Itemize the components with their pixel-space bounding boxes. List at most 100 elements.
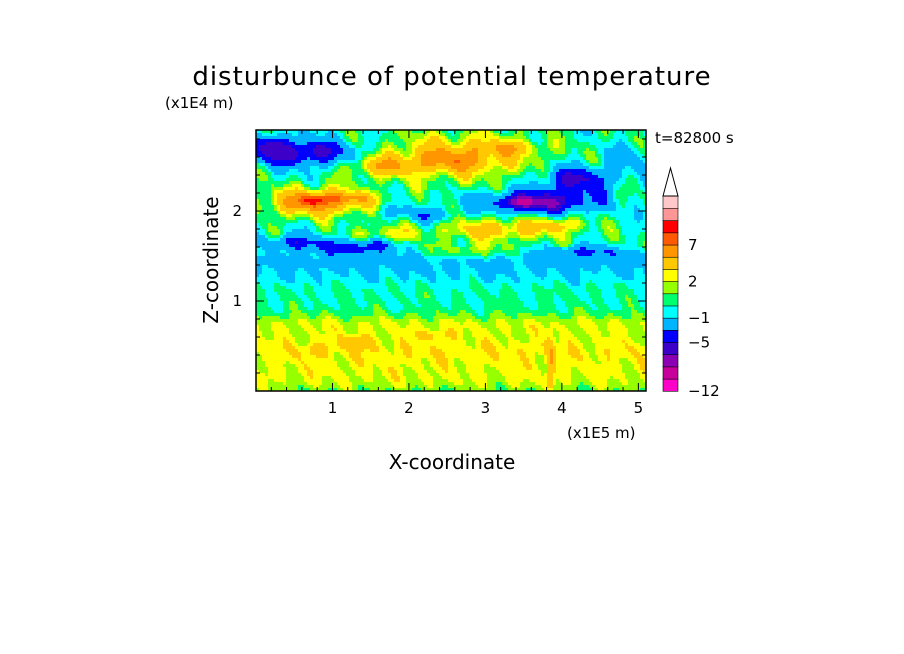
field-cell	[415, 385, 418, 389]
field-cell	[415, 280, 421, 284]
field-cell	[637, 358, 646, 362]
field-cell	[424, 253, 481, 257]
x-unit-label: (x1E5 m)	[567, 424, 636, 442]
field-cell	[589, 166, 604, 170]
field-cell	[634, 277, 646, 281]
field-cell	[610, 307, 622, 311]
field-cell	[496, 388, 508, 392]
field-cell	[259, 325, 271, 329]
field-cell	[448, 313, 457, 317]
field-cell	[628, 334, 646, 338]
field-cell	[256, 232, 259, 236]
field-cell	[634, 205, 637, 209]
field-cell	[529, 337, 547, 341]
field-cell	[571, 379, 589, 383]
field-cell	[334, 223, 337, 227]
field-cell	[544, 166, 550, 170]
field-cell	[385, 265, 433, 269]
field-cell	[493, 334, 505, 338]
field-cell	[535, 358, 544, 362]
field-cell	[313, 205, 316, 209]
field-cell	[421, 232, 436, 236]
field-cell	[556, 304, 565, 308]
field-cell	[421, 274, 436, 278]
field-cell	[394, 367, 403, 371]
field-cell	[331, 169, 337, 173]
field-cell	[484, 178, 502, 182]
field-cell	[559, 331, 571, 335]
field-cell	[415, 286, 430, 290]
field-cell	[397, 322, 409, 326]
field-cell	[430, 286, 469, 290]
field-cell	[622, 370, 637, 374]
field-cell	[514, 208, 547, 212]
field-cell	[589, 160, 598, 164]
field-cell	[571, 373, 583, 377]
field-cell	[256, 325, 259, 329]
field-cell	[421, 154, 478, 158]
field-cell	[340, 304, 358, 308]
field-cell	[586, 331, 601, 335]
field-cell	[598, 271, 613, 275]
field-cell	[628, 379, 643, 383]
field-cell	[463, 361, 523, 365]
field-cell	[472, 289, 487, 293]
field-cell	[409, 217, 412, 221]
field-cell	[475, 181, 487, 185]
field-cell	[286, 196, 301, 200]
field-cell	[379, 295, 394, 299]
field-cell	[493, 202, 508, 206]
field-cell	[385, 277, 391, 281]
field-cell	[265, 292, 277, 296]
field-cell	[454, 196, 460, 200]
field-cell	[310, 274, 322, 278]
field-cell	[322, 301, 337, 305]
field-cell	[484, 166, 493, 170]
field-cell	[400, 166, 451, 170]
field-cell	[502, 283, 508, 287]
field-cell	[391, 235, 415, 239]
field-cell	[583, 190, 586, 194]
field-cell	[406, 364, 424, 368]
field-cell	[598, 160, 601, 164]
field-cell	[325, 250, 364, 254]
field-cell	[427, 187, 448, 191]
field-cell	[589, 292, 601, 296]
field-cell	[520, 157, 523, 161]
field-cell	[334, 328, 337, 332]
field-cell	[547, 175, 550, 179]
field-cell	[325, 178, 352, 182]
field-cell	[412, 220, 418, 224]
field-cell	[409, 277, 427, 281]
field-cell	[628, 343, 640, 347]
field-cell	[385, 139, 388, 143]
field-cell	[334, 292, 352, 296]
field-cell	[511, 331, 526, 335]
field-cell	[559, 208, 565, 212]
field-cell	[505, 196, 511, 200]
field-cell	[538, 130, 547, 134]
field-cell	[601, 154, 604, 158]
field-cell	[448, 250, 460, 254]
field-cell	[589, 241, 607, 245]
field-cell	[556, 328, 568, 332]
field-cell	[397, 181, 403, 185]
field-cell	[361, 154, 367, 158]
field-cell	[280, 229, 283, 233]
field-cell	[268, 367, 286, 371]
field-cell	[256, 175, 268, 179]
field-cell	[307, 238, 349, 242]
field-cell	[358, 304, 367, 308]
field-cell	[379, 232, 385, 236]
field-cell	[343, 334, 361, 338]
field-cell	[499, 160, 517, 164]
field-cell	[553, 376, 571, 380]
field-cell	[271, 199, 274, 203]
field-cell	[469, 247, 478, 251]
field-cell	[601, 361, 619, 365]
field-cell	[373, 211, 376, 215]
field-cell	[502, 223, 514, 227]
field-cell	[634, 292, 646, 296]
field-cell	[298, 322, 310, 326]
field-cell	[304, 172, 310, 176]
